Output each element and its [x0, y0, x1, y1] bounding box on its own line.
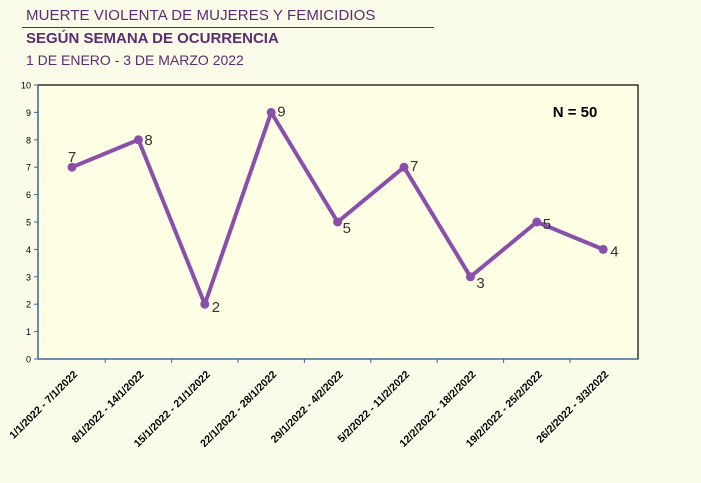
y-tick-label: 7 [26, 163, 31, 173]
data-label: 7 [68, 149, 76, 166]
y-tick-label: 0 [26, 355, 31, 365]
data-point [465, 272, 475, 282]
x-category-label: 1/1/2022 - 7/1/2022 [7, 369, 80, 442]
chart-subtitle: SEGÚN SEMANA DE OCURRENCIA [26, 30, 279, 47]
x-category-label: 5/2/2022 - 11/2/2022 [336, 369, 413, 446]
x-category-label: 19/2/2022 - 25/2/2022 [464, 369, 545, 450]
x-category-label: 8/1/2022 - 14/1/2022 [70, 369, 147, 446]
x-category-label: 26/2/2022 - 3/3/2022 [534, 369, 611, 446]
x-category-label: 29/1/2022 - 4/2/2022 [269, 369, 346, 446]
data-point [333, 217, 343, 227]
data-point [532, 217, 542, 227]
data-label: 7 [410, 158, 418, 175]
data-point [399, 162, 409, 172]
y-tick-label: 10 [21, 81, 31, 91]
y-tick-label: 4 [26, 245, 31, 255]
data-point [67, 162, 77, 172]
y-tick-label: 9 [26, 108, 31, 118]
y-tick-label: 6 [26, 190, 31, 200]
data-label: 2 [212, 299, 220, 316]
data-label: 5 [343, 220, 351, 237]
data-label: 8 [144, 132, 152, 149]
y-tick-label: 3 [26, 272, 31, 282]
sample-size-annotation: N = 50 [553, 104, 598, 121]
title-divider [22, 27, 434, 28]
date-range: 1 DE ENERO - 3 DE MARZO 2022 [26, 52, 244, 68]
y-tick-label: 1 [26, 327, 31, 337]
data-point [133, 135, 143, 145]
data-label: 9 [277, 103, 285, 120]
y-tick-label: 8 [26, 135, 31, 145]
y-tick-label: 5 [26, 218, 31, 228]
y-tick-label: 2 [26, 300, 31, 310]
data-point [266, 107, 276, 117]
data-label: 3 [476, 275, 484, 292]
chart-title: MUERTE VIOLENTA DE MUJERES Y FEMICIDIOS [26, 7, 376, 24]
data-label: 4 [610, 243, 618, 260]
data-point [598, 244, 608, 254]
data-label: 5 [543, 216, 551, 233]
data-point [200, 299, 210, 309]
x-category-label: 22/1/2022 - 28/1/2022 [198, 369, 279, 450]
